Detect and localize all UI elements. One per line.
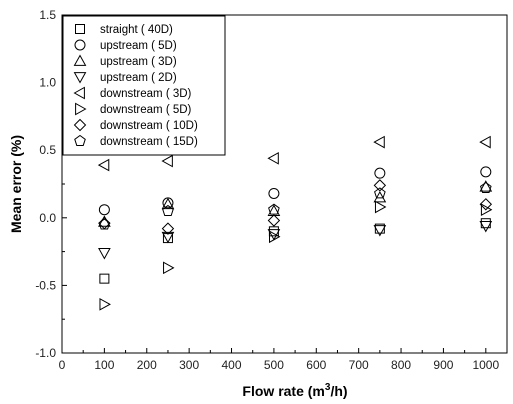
- x-tick-label: 900: [433, 358, 453, 372]
- data-point-triangle-up: [479, 180, 493, 192]
- legend-marker-pentagon-icon: [74, 134, 86, 146]
- data-point-diamond: [373, 179, 387, 192]
- legend-label: upstream ( 2D): [100, 72, 177, 84]
- data-point-triangle-right: [163, 261, 175, 275]
- legend-label: straight ( 40D): [100, 24, 173, 36]
- data-point-diamond: [161, 222, 175, 235]
- x-tick-label: 700: [349, 358, 369, 372]
- y-tick-label: -0.5: [35, 278, 56, 292]
- data-point-triangle-left: [161, 154, 173, 168]
- data-point-triangle-left: [373, 135, 385, 149]
- data-point-pentagon: [374, 187, 386, 199]
- legend-label: downstream ( 5D): [100, 104, 192, 116]
- data-point-pentagon: [268, 203, 280, 215]
- data-point-triangle-right: [480, 203, 493, 217]
- y-tick-label: 0.5: [39, 143, 56, 157]
- x-tick-label: 300: [179, 358, 199, 372]
- data-points: [97, 135, 493, 311]
- y-axis-title: Mean error (%): [8, 135, 24, 233]
- legend-marker-square-icon: [75, 24, 85, 34]
- x-axis-title: Flow rate (m3/h): [242, 382, 347, 399]
- y-tick-label: 0.0: [39, 211, 56, 225]
- x-tick-label: 200: [137, 358, 157, 372]
- data-point-diamond: [479, 198, 493, 211]
- legend-marker-circle-icon: [74, 39, 86, 51]
- x-axis-title-superscript: 3: [325, 382, 331, 393]
- y-tick-label: 1.5: [39, 8, 56, 22]
- data-point-square: [374, 223, 385, 234]
- data-point-triangle-up: [373, 190, 387, 203]
- data-point-triangle-right: [99, 297, 111, 311]
- data-point-triangle-left: [267, 151, 279, 165]
- data-point-circle: [98, 204, 110, 216]
- legend-marker-diamond-icon: [73, 118, 87, 132]
- data-point-circle: [480, 166, 492, 178]
- legend-label: downstream ( 15D): [100, 136, 198, 148]
- data-point-triangle-right: [269, 230, 281, 244]
- legend-marker-triangle-right-icon: [75, 102, 87, 116]
- data-point-triangle-left: [479, 135, 491, 149]
- legend-label: downstream ( 10D): [100, 120, 198, 132]
- x-tick-label: 100: [94, 358, 114, 372]
- legend-label: upstream ( 3D): [100, 56, 177, 68]
- data-point-triangle-down: [479, 221, 493, 233]
- data-point-circle: [268, 187, 280, 199]
- x-tick-label: 0: [59, 358, 66, 372]
- legend-marker-triangle-up-icon: [73, 54, 87, 66]
- x-tick-label: 800: [391, 358, 411, 372]
- legend-label: upstream ( 5D): [100, 40, 177, 52]
- legend-marker-triangle-down-icon: [73, 72, 87, 84]
- data-point-square: [99, 273, 110, 284]
- data-point-diamond: [267, 214, 281, 227]
- data-point-triangle-right: [374, 200, 387, 214]
- data-point-triangle-down: [98, 248, 111, 260]
- data-point-triangle-down: [373, 225, 387, 237]
- y-tick-label: 1.0: [39, 76, 56, 90]
- data-point-triangle-down: [267, 229, 281, 241]
- data-point-pentagon: [479, 181, 492, 194]
- data-point-triangle-left: [97, 158, 110, 172]
- data-point-circle: [374, 167, 386, 179]
- y-tick-label: -1.0: [35, 346, 56, 360]
- x-tick-label: 400: [222, 358, 242, 372]
- data-point-pentagon: [162, 204, 174, 216]
- x-tick-label: 1000: [472, 358, 499, 372]
- legend: straight ( 40D) upstream ( 5D) upstream ( …: [73, 24, 198, 148]
- x-tick-label: 500: [264, 358, 284, 372]
- data-point-pentagon: [98, 218, 111, 230]
- data-point-triangle-up: [161, 197, 175, 210]
- data-point-triangle-down: [161, 231, 175, 244]
- x-tick-label: 600: [306, 358, 326, 372]
- legend-box: [62, 15, 226, 156]
- x-axis: 0 100 200 300 400 500 600 700 800 900 1000: [59, 348, 499, 372]
- legend-marker-triangle-left-icon: [73, 86, 85, 100]
- legend-label: downstream ( 3D): [100, 88, 192, 100]
